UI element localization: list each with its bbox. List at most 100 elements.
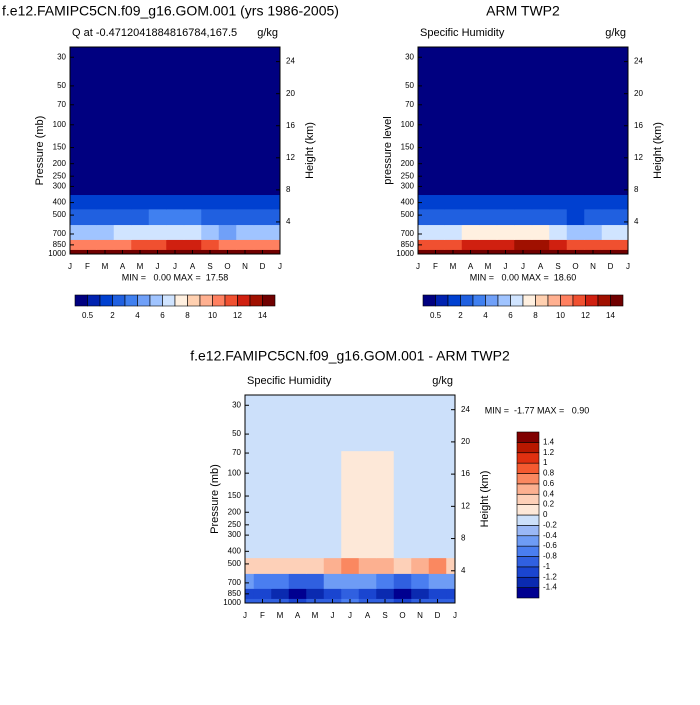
y-tick-label: 300: [53, 182, 67, 191]
colorbar-box: [99, 294, 113, 307]
contour-cell: [306, 573, 325, 589]
colorbar-box: [516, 566, 540, 578]
contour-cell: [113, 239, 132, 250]
chart-title: ARM TWP2: [486, 3, 560, 19]
x-tick-label: J: [156, 262, 160, 271]
x-tick-label: J: [521, 262, 525, 271]
contour-cell: [245, 543, 255, 559]
contour-cell: [418, 102, 428, 168]
contour-cell: [479, 166, 498, 196]
y2-tick-label: 4: [461, 566, 466, 575]
y2-tick-label: 4: [286, 217, 291, 226]
contour-cell: [201, 166, 220, 196]
contour-cell: [271, 239, 280, 250]
colorbar-label: 0.8: [543, 469, 555, 478]
colorbar-label: 10: [208, 311, 217, 320]
contour-cell: [236, 102, 255, 168]
contour-cell: [566, 194, 585, 210]
contour-cell: [271, 166, 280, 196]
contour-cell: [271, 450, 290, 517]
contour-cell: [253, 395, 272, 452]
y2-tick-label: 24: [286, 57, 295, 66]
contour-cell: [496, 239, 515, 250]
contour-cell: [253, 208, 272, 226]
contour-cell: [236, 224, 255, 240]
x-tick-label: M: [450, 262, 457, 271]
contour-cell: [444, 102, 463, 168]
contour-cell: [245, 557, 255, 574]
colorbar-box: [560, 294, 574, 307]
contour-cell: [411, 395, 430, 452]
left-string: Specific Humidity: [420, 27, 505, 39]
contour-cell: [531, 166, 550, 196]
colorbar-box: [174, 294, 188, 307]
contour-cell: [306, 515, 325, 544]
contour-cell: [418, 166, 428, 196]
x-tick-label: M: [137, 262, 144, 271]
right-string: g/kg: [432, 375, 453, 387]
y-tick-label: 250: [401, 171, 415, 180]
y-tick-label: 850: [228, 589, 242, 598]
colorbar-box: [516, 473, 540, 485]
contour-cell: [358, 557, 377, 574]
y-tick-label: 200: [228, 507, 242, 516]
contour-cell: [70, 47, 80, 103]
contour-cell: [166, 208, 185, 226]
x-tick-label: J: [504, 262, 508, 271]
contour-cell: [376, 557, 395, 574]
contour-cell: [461, 166, 480, 196]
colorbar-box: [535, 294, 549, 307]
colorbar-box: [510, 294, 524, 307]
contour-cell: [306, 450, 325, 517]
contour-cell: [461, 208, 480, 226]
contour-cell: [245, 598, 255, 603]
contour-cell: [253, 166, 272, 196]
contour-cell: [271, 557, 290, 574]
contour-cell: [479, 239, 498, 250]
contour-cell: [253, 543, 272, 559]
contour-cell: [358, 588, 377, 599]
y-tick-label: 850: [401, 240, 415, 249]
contour-cell: [428, 588, 447, 599]
colorbar-label: 8: [533, 311, 538, 320]
contour-cell: [78, 224, 97, 240]
contour-cell: [514, 194, 533, 210]
colorbar-label: 0.4: [543, 489, 555, 498]
contour-cell: [619, 239, 628, 250]
contour-cell: [96, 102, 115, 168]
contour-cell: [619, 47, 628, 103]
contour-cell: [288, 588, 307, 599]
contour-cell: [148, 239, 167, 250]
contour-cell: [496, 224, 515, 240]
y2-tick-label: 8: [461, 534, 466, 543]
contour-cell: [166, 102, 185, 168]
contour-cell: [549, 102, 568, 168]
y-tick-label: 150: [53, 143, 67, 152]
contour-cell: [78, 166, 97, 196]
contour-cell: [341, 543, 360, 559]
x-tick-label: O: [572, 262, 578, 271]
contour-cell: [514, 239, 533, 250]
contour-cell: [411, 588, 430, 599]
contour-cell: [601, 194, 620, 210]
y-tick-label: 30: [232, 400, 241, 409]
contour-cell: [201, 47, 220, 103]
contour-cell: [341, 395, 360, 452]
contour-cell: [201, 194, 220, 210]
colorbar-box: [87, 294, 101, 307]
colorbar-box: [162, 294, 176, 307]
y-tick-label: 50: [232, 429, 241, 438]
right-string: g/kg: [605, 27, 626, 39]
contour-cell: [271, 208, 280, 226]
contour-cell: [271, 47, 280, 103]
contour-cell: [236, 166, 255, 196]
contour-cell: [601, 166, 620, 196]
contour-cell: [323, 588, 342, 599]
colorbar-box: [422, 294, 436, 307]
colorbar-box: [516, 514, 540, 526]
contour-cell: [566, 239, 585, 250]
contour-cell: [461, 102, 480, 168]
x-tick-label: F: [433, 262, 438, 271]
x-tick-label: S: [555, 262, 560, 271]
contour-cell: [358, 395, 377, 452]
